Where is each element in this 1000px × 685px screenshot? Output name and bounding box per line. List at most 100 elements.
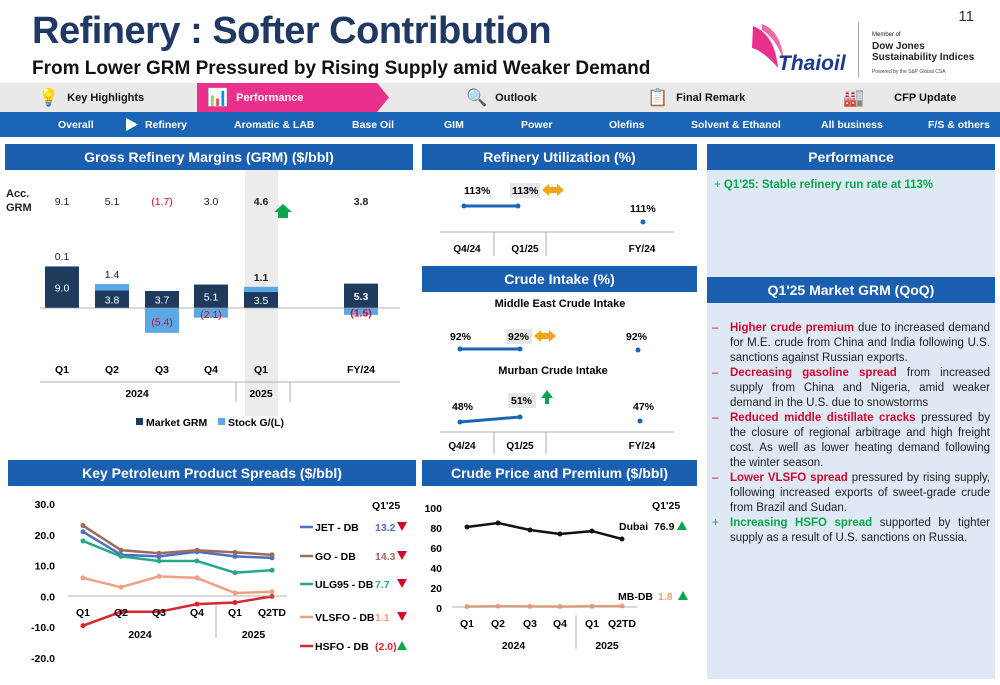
right-panel [707,144,995,679]
crude-intake-chart: Middle East Crude Intake 92% 92% 92% Murban … [440,298,674,454]
util-point [461,203,467,209]
dj-powered: Powered by the S&P Global CSA [872,69,946,75]
spread-legend-value: 7.7 [375,579,390,591]
spread-direction-arrow-icon [397,522,407,531]
subtab-fs-others[interactable]: F/S & others [928,118,990,131]
y-tick-label: 0 [436,603,442,615]
logo-divider [858,22,859,78]
crude-price-header: Crude Price and Premium ($/bbl) [422,460,697,486]
grm-market-label: 3.7 [155,294,170,306]
y-tick-label: 60 [430,543,442,555]
series-point [156,550,162,556]
performance-header: Performance [707,144,995,170]
series-line [82,530,273,560]
series-point [194,547,200,553]
util-point [640,219,646,225]
y-tick-label: 100 [424,503,442,515]
grm-acc-value: 3.0 [204,196,219,208]
series-point [80,623,86,629]
series-point [80,575,86,581]
crude-me-point [635,347,641,353]
thaioil-logo-icon [752,24,784,68]
subtab-aromatic[interactable]: Aromatic & LAB [234,118,315,131]
crude-me-value: 92% [450,331,472,343]
crude-me-title: Middle East Crude Intake [495,298,626,310]
series-point [495,520,501,526]
tab-outlook[interactable]: 🔍 Outlook [466,87,537,107]
market-grm-highlight: Reduced middle distillate cracks [730,412,916,424]
tab-key-highlights[interactable]: 💡 Key Highlights [38,87,145,107]
grm-market-bar [194,284,228,308]
subtab-solvent[interactable]: Solvent & Ethanol [691,118,781,131]
tab-performance[interactable]: 📊 Performance [197,83,377,112]
main-tab-bar: 💡 Key Highlights 📊 Performance 🔍 Outlook 📋 F… [0,83,1000,112]
subtab-refinery[interactable]: Refinery [145,118,188,131]
crude-me-value: 92% [626,331,648,343]
series-point [118,584,124,590]
crude-mu-value: 48% [452,401,474,413]
subtab-olefins[interactable]: Olefins [609,118,645,131]
series-point [464,524,470,530]
year-label: 2024 [128,629,152,641]
grm-category-label: Q1 [254,364,268,376]
thaioil-logo: Thaioil [778,52,846,75]
market-grm-sign: – [712,412,719,424]
spreads-header: Key Petroleum Product Spreads ($/bbl) [8,460,416,486]
spread-direction-arrow-icon [397,612,407,621]
subtab-power[interactable]: Power [521,118,553,131]
series-point [118,609,124,615]
y-tick-label: 20.0 [35,530,56,542]
year-label: 2025 [242,629,266,641]
spread-direction-arrow-icon [397,579,407,588]
grm-stock-bar [95,284,129,291]
grm-stock-label: (5.4) [151,316,173,328]
series-point [527,603,533,609]
lightbulb-icon: 💡 [38,87,60,107]
grm-stock-label: 1.4 [105,269,120,281]
subtab-base-oil[interactable]: Base Oil [352,118,395,131]
x-tick-label: Q1 [585,618,599,630]
subtab-gim[interactable]: GIM [444,118,464,131]
grm-market-label: 3.8 [105,294,120,306]
tab-cfp-update[interactable]: 🏭 CFP Update [843,87,957,107]
crude-legend-value: 1.8 [658,591,673,603]
grm-category-label: Q2 [105,364,119,376]
grm-acc-value: 4.6 [254,196,269,208]
crude-mu-point [637,418,643,424]
spread-legend-name: HSFO - DB [315,641,369,653]
series-point [527,527,533,533]
grm-stock-bar [344,308,378,315]
market-grm-highlight: Higher crude premium [730,322,855,334]
dj-name: Dow Jones Sustainability Indices [872,41,975,63]
grm-acc-up-arrow [274,204,292,218]
market-grm-sign: – [712,367,719,379]
y-tick-label: 20 [430,583,442,595]
y-tick-label: -20.0 [31,653,55,665]
market-grm-sign: + [712,517,719,529]
crude-mu-point [457,419,463,425]
grm-acc-label: Acc. GRM [6,188,32,214]
series-point [194,601,200,607]
grm-year-label: 2024 [125,388,149,400]
series-point [194,575,200,581]
crude-direction-arrow-icon [677,521,687,530]
subtab-overall[interactable]: Overall [58,118,94,131]
series-point [619,603,625,609]
utilization-header: Refinery Utilization (%) [422,144,697,170]
series-point [495,603,501,609]
y-tick-label: -10.0 [31,622,55,634]
series-point [589,603,595,609]
tab-final-remark[interactable]: 📋 Final Remark [647,87,746,107]
crude-category: Q4/24 [448,441,476,452]
crude-legend-value: 76.9 [654,521,675,533]
util-value: 111% [630,203,656,215]
subtab-all-business[interactable]: All business [821,118,883,131]
market-grm-sign: – [712,472,719,484]
grm-chart: 9.1 5.1 (1.7) 3.0 4.6 3.8 9.0 0.1 3.8 1.4 3.7 (5.4)… [40,170,400,429]
x-tick-label: Q1 [76,607,90,619]
crude-mu-up-arrow-icon [541,390,553,404]
util-value-box [510,183,540,198]
series-point [619,536,625,542]
grm-stock-bar [145,308,179,333]
crude-mu-line [459,415,521,424]
